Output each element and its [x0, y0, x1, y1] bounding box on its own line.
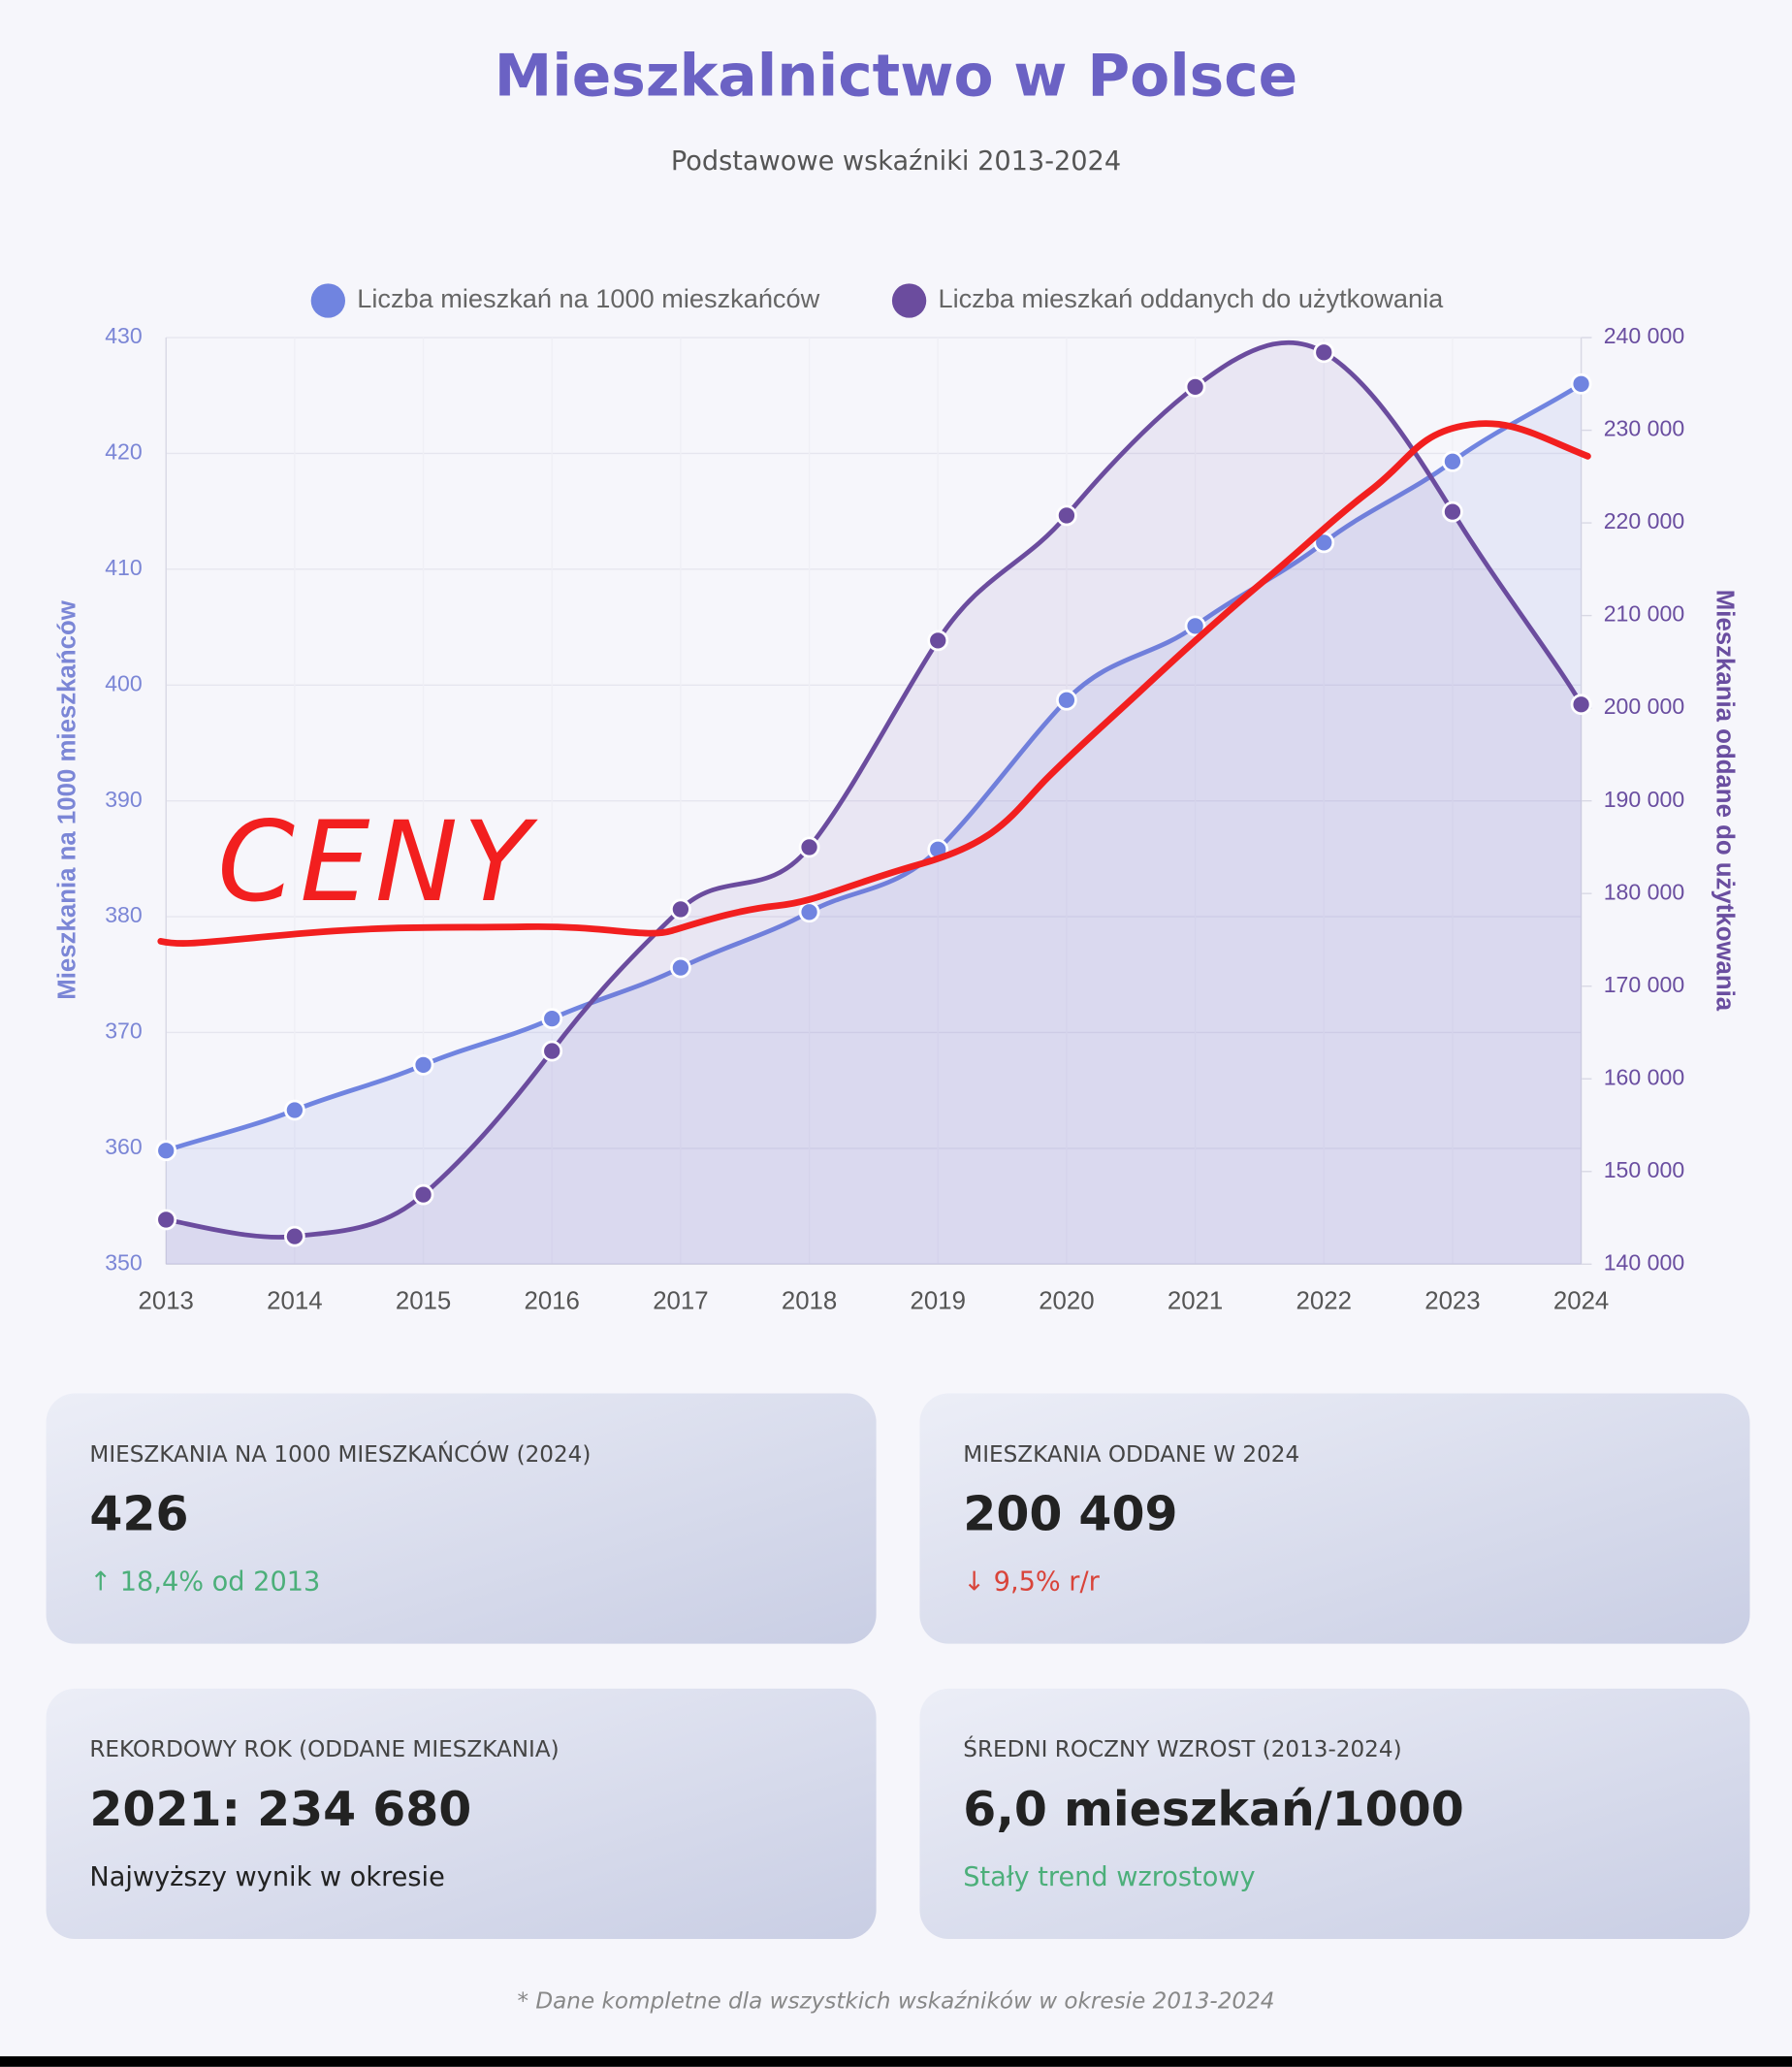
x-tick-label: 2020	[1039, 1288, 1094, 1315]
data-point	[1056, 504, 1077, 527]
y-tick-label: 360	[105, 1134, 143, 1159]
data-point	[670, 898, 691, 920]
data-point	[1313, 532, 1335, 554]
data-point	[284, 1225, 305, 1247]
legend-label: Liczba mieszkań oddanych do użytkowania	[938, 283, 1444, 313]
y-tick-label: 430	[105, 323, 143, 348]
stat-card	[919, 1393, 1750, 1644]
y2-tick-label: 180 000	[1604, 879, 1684, 904]
y-axis-title: Mieszkania na 1000 mieszkańców	[53, 599, 80, 999]
x-tick-label: 2018	[782, 1288, 837, 1315]
y2-tick-label: 230 000	[1604, 416, 1684, 441]
series-area	[166, 342, 1582, 1265]
data-point	[284, 1099, 305, 1121]
series-area	[166, 383, 1582, 1265]
data-point	[155, 1140, 177, 1162]
data-point	[412, 1054, 434, 1076]
card-label: ŚREDNI ROCZNY WZROST (2013-2024)	[963, 1735, 1401, 1762]
x-tick-label: 2021	[1168, 1288, 1223, 1315]
data-point	[1056, 689, 1077, 711]
y2-tick-label: 200 000	[1604, 694, 1684, 719]
card-note: Najwyższy wynik w okresie	[89, 1862, 444, 1892]
data-point	[155, 1209, 177, 1231]
page-title: Mieszkalnictwo w Polsce	[495, 43, 1297, 110]
legend-swatch	[310, 283, 346, 318]
x-tick-label: 2016	[525, 1288, 580, 1315]
x-tick-label: 2014	[267, 1288, 322, 1315]
data-point	[927, 630, 949, 652]
page-subtitle: Podstawowe wskaźniki 2013-2024	[671, 146, 1121, 177]
y2-tick-label: 170 000	[1604, 972, 1684, 997]
card-value: 200 409	[963, 1487, 1177, 1542]
y-tick-label: 370	[105, 1018, 143, 1044]
annotation-text: CENY	[217, 797, 538, 926]
card-value: 426	[89, 1487, 188, 1542]
x-tick-label: 2019	[911, 1288, 966, 1315]
x-tick-label: 2024	[1553, 1288, 1609, 1315]
x-tick-label: 2013	[139, 1288, 194, 1315]
card-value: 2021: 234 680	[89, 1782, 471, 1837]
data-point	[541, 1008, 563, 1030]
screen-edge	[0, 2055, 1792, 2067]
annotation-stroke	[157, 420, 1591, 947]
y2-tick-label: 140 000	[1604, 1249, 1684, 1275]
data-point	[1184, 375, 1206, 398]
footnote: * Dane kompletne dla wszystkich wskaźnik…	[517, 1989, 1274, 2015]
y-tick-label: 390	[105, 787, 143, 812]
x-tick-label: 2017	[653, 1288, 708, 1315]
x-tick-label: 2015	[396, 1288, 451, 1315]
y2-axis-title: Mieszkania oddane do użytkowania	[1712, 590, 1739, 1012]
y-tick-label: 410	[105, 555, 143, 580]
x-tick-label: 2022	[1296, 1288, 1352, 1315]
card-note: ↓ 9,5% r/r	[963, 1567, 1100, 1598]
legend-swatch	[891, 283, 927, 318]
y-tick-label: 420	[105, 439, 143, 465]
y-tick-label: 350	[105, 1249, 143, 1275]
card-label: REKORDOWY ROK (ODDANE MIESZKANIA)	[89, 1737, 559, 1762]
y-tick-label: 400	[105, 670, 143, 695]
card-note: ↑ 18,4% od 2013	[89, 1567, 320, 1598]
y2-tick-label: 220 000	[1604, 508, 1684, 533]
data-point	[798, 901, 820, 923]
y2-tick-label: 210 000	[1604, 601, 1684, 627]
data-point	[1313, 341, 1335, 364]
data-point	[1442, 501, 1463, 523]
y2-tick-label: 160 000	[1604, 1064, 1684, 1089]
card-label: MIESZKANIA ODDANE W 2024	[963, 1442, 1299, 1468]
data-point	[1442, 450, 1463, 472]
card-note: Stały trend wzrostowy	[963, 1862, 1255, 1892]
stat-card	[46, 1688, 877, 1940]
stat-card	[46, 1393, 877, 1644]
chart: 350 360 370 380 390 400 410 420 430 140 000 150 00…	[53, 283, 1738, 1314]
y2-tick-label: 150 000	[1604, 1157, 1684, 1182]
data-point	[1184, 615, 1206, 637]
data-point	[1570, 694, 1592, 716]
y2-tick-label: 190 000	[1604, 787, 1684, 812]
y-tick-label: 380	[105, 902, 143, 927]
y2-tick-label: 240 000	[1604, 323, 1684, 348]
card-value: 6,0 mieszkań/1000	[963, 1782, 1463, 1837]
stat-card	[919, 1688, 1750, 1940]
legend-label: Liczba mieszkań na 1000 mieszkańców	[357, 283, 819, 313]
x-tick-label: 2023	[1424, 1288, 1480, 1315]
stat-cards: MIESZKANIA NA 1000 MIESZKAŃCÓW (2024) 426…	[46, 1393, 1750, 1940]
card-label: MIESZKANIA NA 1000 MIESZKAŃCÓW (2024)	[89, 1440, 591, 1468]
data-point	[541, 1040, 563, 1062]
data-point	[1570, 372, 1592, 395]
data-point	[670, 956, 691, 979]
data-point	[412, 1183, 434, 1206]
data-point	[798, 836, 820, 858]
